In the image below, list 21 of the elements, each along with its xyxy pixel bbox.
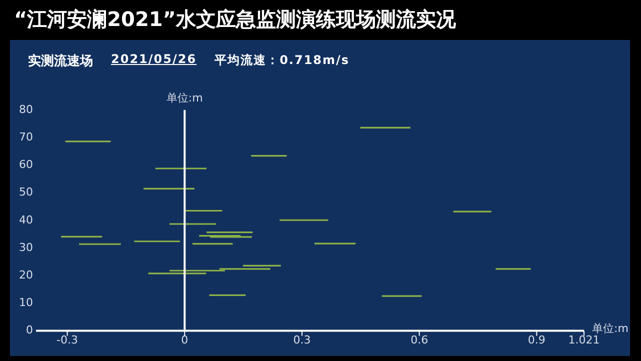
- y-tick-label: 80: [18, 102, 33, 116]
- text: 平均流速：0.718m/s: [214, 52, 350, 69]
- x-tick-label: 0.9: [528, 333, 546, 346]
- chart-title: “江河安澜2021”水文应急监测演练现场测流实况: [14, 6, 456, 33]
- x-tick-label: 0.6: [410, 333, 428, 346]
- x-axis-title: 单位:m: [592, 322, 628, 336]
- x-tick-label: 1.021: [568, 333, 600, 346]
- text: 2021/05/26: [111, 52, 197, 68]
- y-axis-title: 单位:m: [166, 91, 203, 104]
- x-tick-label: 0: [181, 333, 188, 346]
- y-tick-label: 20: [18, 268, 33, 282]
- x-tick-label: -0.3: [56, 333, 78, 346]
- y-tick-label: 30: [18, 240, 33, 254]
- chart-subtitle: 实测流速场: [28, 52, 93, 70]
- y-tick-label: 60: [18, 158, 33, 172]
- y-tick-label: 40: [18, 213, 33, 226]
- y-tick-label: 50: [18, 186, 33, 199]
- y-tick-label: 10: [18, 296, 33, 310]
- x-tick-label: 0.3: [293, 333, 311, 346]
- y-tick-label: 70: [18, 130, 33, 144]
- y-tick-label: 0: [26, 324, 33, 337]
